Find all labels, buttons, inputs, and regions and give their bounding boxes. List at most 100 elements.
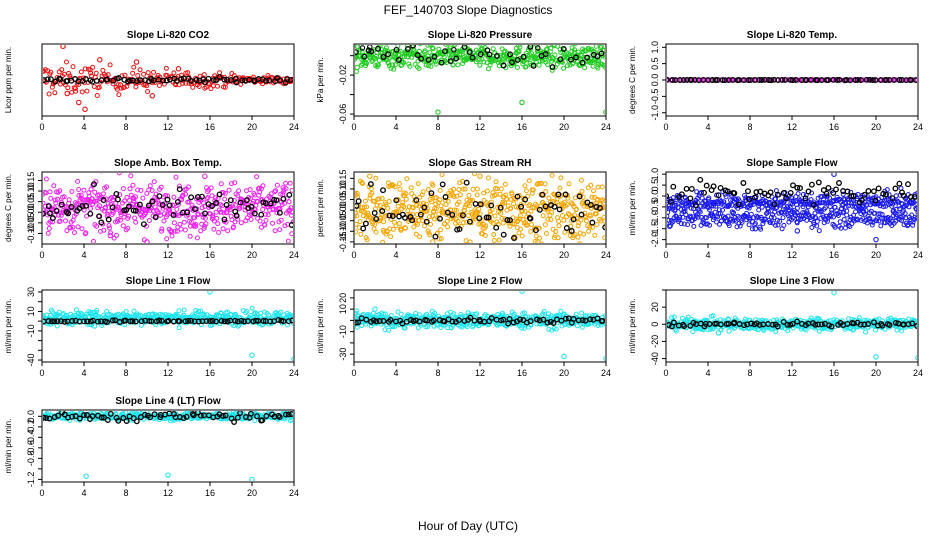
data-point — [598, 50, 605, 57]
data-point — [185, 70, 191, 76]
data-point — [158, 317, 165, 324]
data-point — [542, 57, 548, 63]
data-point — [267, 200, 274, 207]
data-point — [507, 51, 514, 58]
plot-frame — [41, 289, 295, 363]
data-point — [465, 213, 471, 219]
data-point — [444, 248, 448, 252]
data-point — [517, 45, 523, 50]
data-point — [131, 198, 137, 204]
data-point — [70, 64, 76, 70]
data-point — [697, 176, 704, 183]
data-point — [715, 214, 721, 220]
data-point — [782, 76, 789, 83]
data-point — [543, 189, 549, 194]
data-point — [131, 308, 137, 314]
data-point — [575, 317, 582, 324]
data-point — [213, 318, 219, 325]
data-point — [466, 49, 473, 56]
data-point — [527, 202, 533, 208]
data-point — [485, 175, 491, 181]
data-point — [120, 223, 126, 229]
data-point — [231, 224, 236, 230]
data-point — [602, 54, 605, 60]
data-point — [383, 45, 389, 51]
data-point — [286, 199, 292, 205]
data-point — [182, 227, 188, 233]
data-point — [105, 216, 112, 223]
data-point — [594, 53, 601, 60]
data-point — [582, 65, 588, 71]
data-point — [574, 216, 580, 222]
data-point — [437, 197, 443, 203]
data-point — [166, 202, 173, 209]
data-point — [574, 323, 580, 329]
data-point — [278, 217, 284, 223]
data-point — [404, 176, 410, 182]
data-point — [381, 219, 387, 225]
data-point — [836, 76, 843, 83]
y-axis-label: Licor ppm per min. — [4, 47, 13, 113]
data-point — [288, 205, 293, 211]
data-point — [386, 198, 392, 204]
data-point — [833, 186, 839, 193]
data-point — [78, 192, 84, 198]
data-point — [685, 314, 691, 320]
data-point — [244, 308, 250, 314]
data-point — [596, 62, 602, 68]
data-point — [667, 198, 674, 205]
data-point — [677, 215, 683, 221]
outlier-point — [831, 173, 837, 177]
data-point — [809, 225, 815, 230]
data-point — [555, 191, 562, 198]
y-axis-label: kPa per min. — [316, 58, 325, 103]
data-point — [232, 180, 238, 186]
data-point — [69, 189, 75, 194]
data-point — [390, 226, 396, 232]
data-point — [210, 83, 216, 89]
data-point — [777, 218, 783, 224]
data-point — [816, 328, 822, 334]
data-point — [117, 192, 123, 198]
data-point — [380, 187, 386, 194]
data-point — [414, 52, 421, 59]
data-point — [784, 321, 791, 328]
x-tick-label: 16 — [517, 368, 527, 378]
data-point — [456, 226, 463, 233]
data-point — [58, 201, 65, 208]
data-point — [415, 325, 421, 331]
data-point — [476, 221, 482, 227]
x-tick-label: 4 — [81, 368, 86, 378]
data-point — [699, 190, 705, 195]
data-point — [701, 189, 708, 196]
outlier-point — [91, 323, 98, 329]
data-point — [477, 201, 484, 208]
x-tick-label: 20 — [247, 122, 257, 132]
data-point — [781, 222, 787, 228]
data-point — [379, 196, 385, 201]
data-point — [138, 188, 144, 193]
data-point — [429, 199, 434, 205]
data-point — [157, 202, 163, 208]
data-point — [695, 214, 701, 220]
data-point — [469, 54, 476, 61]
data-point — [532, 238, 538, 243]
y-tick-label: -0.5 — [650, 199, 660, 215]
data-point — [568, 56, 574, 63]
data-point — [455, 317, 462, 324]
outlier-point — [430, 239, 436, 243]
data-point — [549, 64, 556, 71]
x-tick-label: 8 — [747, 368, 752, 378]
data-point — [452, 45, 458, 47]
data-point — [731, 319, 738, 326]
data-point — [80, 318, 87, 325]
panel-title: Slope Li-820 Pressure — [428, 30, 533, 41]
data-point — [45, 203, 52, 210]
data-point — [576, 193, 583, 200]
data-point — [594, 315, 601, 322]
data-point — [590, 224, 595, 230]
data-point — [223, 201, 230, 208]
data-point — [894, 212, 900, 218]
outlier-point — [207, 291, 213, 295]
